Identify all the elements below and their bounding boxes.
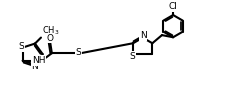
Text: S: S [18, 42, 24, 51]
Text: O: O [46, 34, 53, 43]
Text: CH$_3$: CH$_3$ [41, 24, 59, 37]
Text: N: N [139, 31, 146, 40]
Text: Cl: Cl [168, 2, 177, 11]
Text: S: S [75, 48, 81, 57]
Text: S: S [129, 52, 135, 61]
Text: N: N [31, 62, 38, 71]
Text: NH: NH [32, 56, 45, 65]
